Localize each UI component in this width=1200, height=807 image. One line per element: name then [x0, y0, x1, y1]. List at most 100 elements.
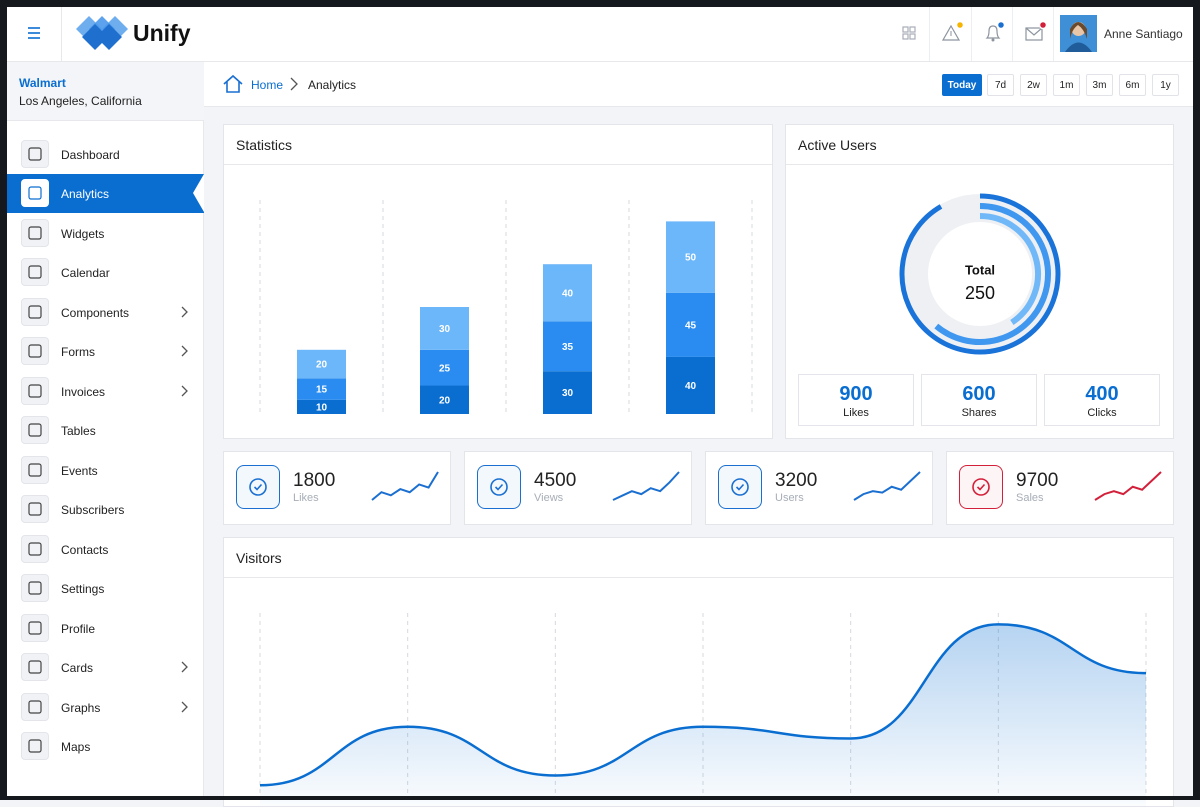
data-label: 45: [685, 320, 697, 331]
menu-icon: [21, 376, 49, 405]
menu-item[interactable]: Events: [7, 451, 204, 490]
menu-label: Graphs: [61, 700, 101, 715]
stat-value: 9700: [1016, 470, 1059, 491]
ring-arc: [979, 213, 1041, 325]
icon-glyph: [28, 581, 42, 595]
menu-icon: [21, 416, 49, 444]
icon-glyph: [28, 423, 42, 437]
visitors-card: Visitors: [223, 537, 1174, 807]
stat-value: 400: [1085, 383, 1119, 405]
user-name[interactable]: Anne Santiago: [1104, 27, 1183, 41]
check-mark: [735, 483, 745, 491]
glyph: [28, 660, 42, 674]
menu-item[interactable]: Dashboard: [7, 135, 204, 174]
stat-value: 1800: [293, 470, 336, 491]
stat-icon: [477, 465, 521, 509]
stat-value: 4500: [534, 470, 577, 491]
menu-toggle[interactable]: [7, 7, 62, 62]
glyph: [28, 620, 42, 635]
stat-box: 900 Likes: [798, 374, 914, 426]
avatar[interactable]: [1060, 15, 1097, 52]
top-bar: [0, 0, 1200, 62]
breadcrumb-link[interactable]: Home: [251, 78, 284, 92]
menu-item[interactable]: Maps: [7, 727, 204, 766]
menu-item[interactable]: Analytics: [7, 174, 204, 213]
menu-label: Analytics: [61, 187, 110, 201]
data-label: 10: [316, 403, 328, 414]
stat-box: 400 Clicks: [1044, 374, 1160, 426]
check-mark: [494, 483, 504, 491]
stat-box: 600 Shares: [921, 374, 1037, 426]
icon-glyph: [28, 344, 42, 358]
menu-icon: [21, 337, 49, 365]
chevron: [181, 701, 188, 712]
glyph: [28, 383, 42, 398]
icon-glyph: [28, 739, 42, 753]
card-divider: [224, 577, 1173, 578]
organization: Walmart Los Angeles, California: [7, 62, 204, 121]
range-button[interactable]: 3m: [1086, 74, 1113, 96]
icon-glyph: [28, 186, 42, 200]
menu-item[interactable]: Cards: [7, 648, 204, 687]
messages-button[interactable]: [1012, 7, 1053, 61]
menu-item[interactable]: Invoices: [7, 372, 204, 411]
menu-icon: [21, 179, 49, 207]
range-button[interactable]: Today: [942, 74, 982, 96]
check-icon: [249, 478, 267, 496]
card-title: Statistics: [236, 137, 293, 153]
notifications-button[interactable]: [971, 7, 1012, 61]
range-button[interactable]: 1m: [1053, 74, 1080, 96]
menu-item[interactable]: Forms: [7, 332, 204, 371]
bar-segment: [420, 349, 469, 386]
stat-label: Views: [534, 492, 564, 504]
data-label: 30: [439, 324, 451, 335]
card-divider: [786, 164, 1173, 165]
menu-item[interactable]: Settings: [7, 569, 204, 608]
menu-item[interactable]: Widgets: [7, 214, 204, 253]
stat-icon: [236, 465, 280, 509]
menu-label: Settings: [61, 582, 105, 596]
data-label: 15: [316, 385, 328, 396]
glyph: [28, 739, 42, 753]
menu-item[interactable]: Profile: [7, 609, 204, 648]
menu-item[interactable]: Calendar: [7, 253, 204, 292]
range-button[interactable]: 2w: [1020, 74, 1047, 96]
icon-glyph: [28, 265, 42, 279]
breadcrumb-current: Analytics: [308, 78, 357, 92]
data-label: 35: [562, 342, 574, 353]
apps-button[interactable]: [888, 7, 929, 61]
glyph: [28, 304, 42, 319]
icon-glyph: [28, 462, 42, 477]
active-users-card: Active Users Total 250 900 Likes 600 Shares…: [785, 124, 1174, 439]
menu-icon: [21, 692, 49, 721]
chevron-path: [181, 306, 188, 317]
data-label: 50: [685, 253, 697, 264]
menu-item[interactable]: Graphs: [7, 688, 204, 727]
range-button[interactable]: 6m: [1119, 74, 1146, 96]
menu-item[interactable]: Subscribers: [7, 490, 204, 529]
menu-item[interactable]: Contacts: [7, 530, 204, 569]
menu-item[interactable]: Tables: [7, 411, 204, 450]
alerts-button[interactable]: [929, 7, 970, 61]
stat-value: 3200: [775, 470, 818, 491]
stat-label: Users: [775, 492, 804, 504]
bar-segment: [297, 349, 346, 379]
range-button[interactable]: 1y: [1152, 74, 1179, 96]
card-title: Visitors: [236, 550, 282, 566]
card-title: Active Users: [798, 137, 877, 153]
org-name: Walmart: [19, 76, 66, 90]
home-icon[interactable]: [222, 74, 244, 94]
stat-value: 900: [839, 383, 873, 405]
icon-glyph: [28, 620, 42, 635]
icon-glyph: [28, 502, 42, 516]
range-button[interactable]: 7d: [987, 74, 1014, 96]
menu-icon: [21, 297, 49, 326]
menu-label: Profile: [61, 621, 96, 636]
statistics-chart: 10 15 20 20 25 30 30 35 40 40 45 50: [259, 200, 753, 414]
menu-item[interactable]: Components: [7, 293, 204, 332]
chevron: [181, 385, 188, 396]
check-mark: [253, 483, 263, 491]
legend-label: Shares: [961, 407, 997, 419]
